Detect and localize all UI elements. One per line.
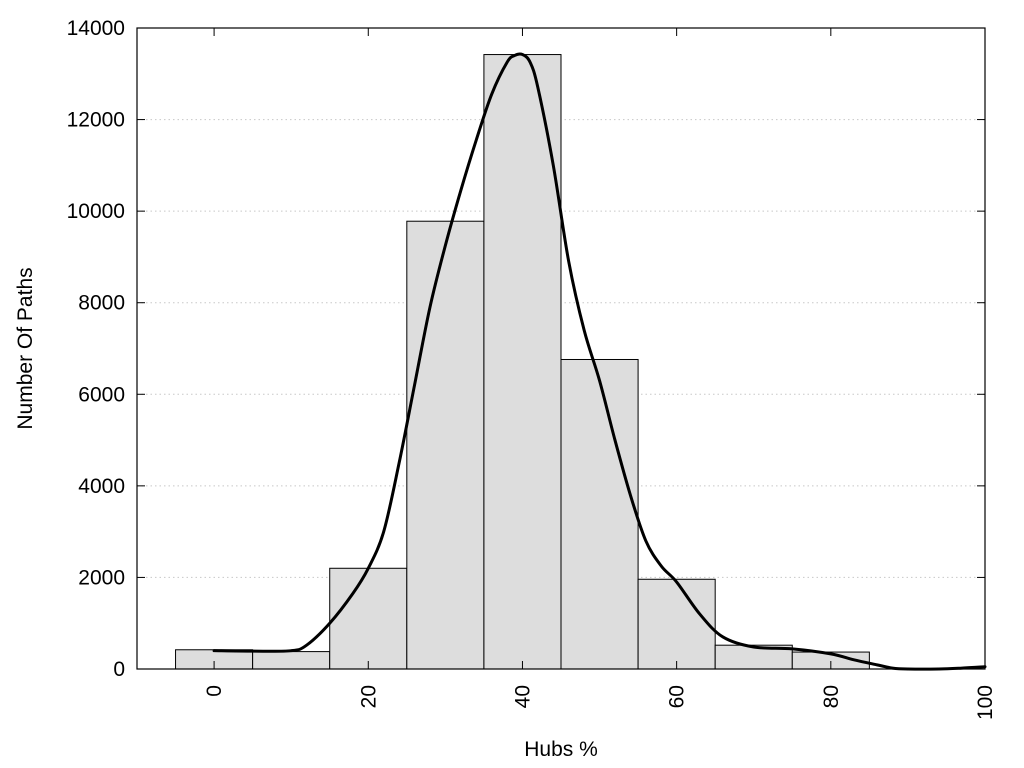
y-tick-label: 2000	[78, 566, 125, 589]
bars-layer	[175, 54, 870, 670]
x-tick-label: 40	[511, 685, 534, 708]
curve-layer	[212, 52, 987, 671]
histogram-bar	[560, 358, 639, 670]
x-tick-label: 60	[666, 685, 689, 708]
x-tick-label: 0	[203, 685, 226, 697]
histogram-bar	[406, 220, 485, 670]
x-axis-label: Hubs %	[524, 738, 598, 761]
histogram-bar	[329, 567, 408, 670]
histogram-bar	[637, 578, 716, 670]
y-tick-label: 4000	[78, 475, 125, 498]
x-tick-label: 100	[974, 685, 997, 720]
ticks-layer	[137, 27, 986, 670]
y-axis-label: Number Of Paths	[14, 267, 37, 429]
tick-labels-layer: 0 2000 4000 6000 8000 10000 12000 14000 0 20 40 60 8…	[67, 17, 997, 720]
histogram-bar	[252, 651, 331, 670]
y-tick-label: 6000	[78, 383, 125, 406]
y-tick-label: 0	[113, 658, 125, 681]
y-tick-label: 10000	[67, 200, 125, 223]
x-tick-label: 80	[820, 685, 843, 708]
y-tick-label: 12000	[67, 109, 125, 132]
y-tick-label: 8000	[78, 292, 125, 315]
y-tick-label: 14000	[67, 17, 125, 40]
density-curve	[212, 52, 987, 671]
x-tick-label: 20	[357, 685, 380, 708]
plot-frame	[136, 27, 986, 670]
